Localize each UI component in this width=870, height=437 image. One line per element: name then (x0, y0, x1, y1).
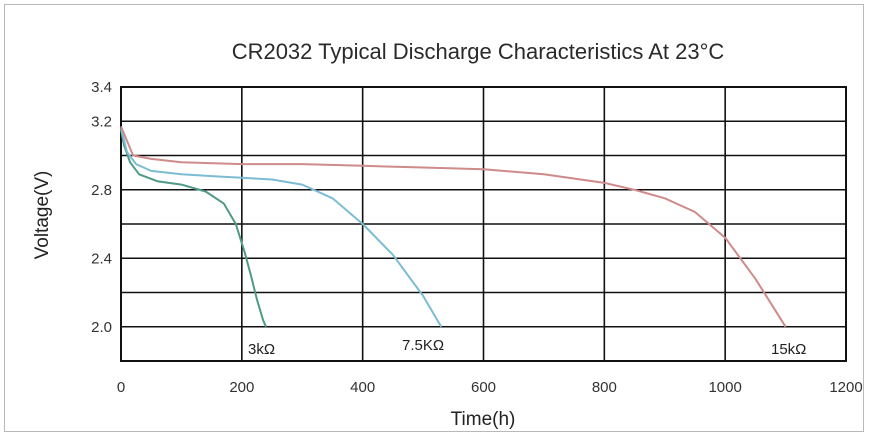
y-tick-label: 2.0 (91, 319, 112, 336)
y-axis-label: Voltage(V) (32, 171, 53, 260)
y-tick-label: 2.4 (91, 250, 112, 267)
x-tick-label: 800 (592, 379, 617, 396)
x-tick-label: 400 (350, 379, 375, 396)
discharge-curve (120, 126, 787, 328)
y-tick-label: 2.8 (91, 182, 112, 199)
x-tick-label: 200 (229, 379, 254, 396)
x-tick-label: 1200 (829, 379, 862, 396)
curve-label: 15kΩ (771, 341, 806, 358)
x-tick-label: 0 (117, 379, 125, 396)
curve-label: 3kΩ (248, 341, 275, 358)
x-tick-labels: 0 200 400 600 800 1000 1200 (117, 379, 863, 396)
x-axis-label: Time(h) (451, 409, 516, 430)
discharge-curve (120, 127, 443, 328)
y-tick-label: 3.2 (91, 113, 112, 130)
curve-labels: 3kΩ 7.5KΩ 15kΩ (248, 337, 806, 358)
y-tick-label: 3.4 (91, 79, 112, 96)
x-tick-label: 1000 (708, 379, 741, 396)
grid (120, 86, 847, 362)
chart-title: CR2032 Typical Discharge Characteristics… (232, 39, 725, 64)
curve-label: 7.5KΩ (402, 337, 444, 354)
x-tick-label: 600 (471, 379, 496, 396)
y-tick-labels: 2.0 2.4 2.8 3.2 3.4 (91, 79, 112, 336)
discharge-curve (120, 129, 267, 328)
discharge-curves (120, 126, 787, 328)
